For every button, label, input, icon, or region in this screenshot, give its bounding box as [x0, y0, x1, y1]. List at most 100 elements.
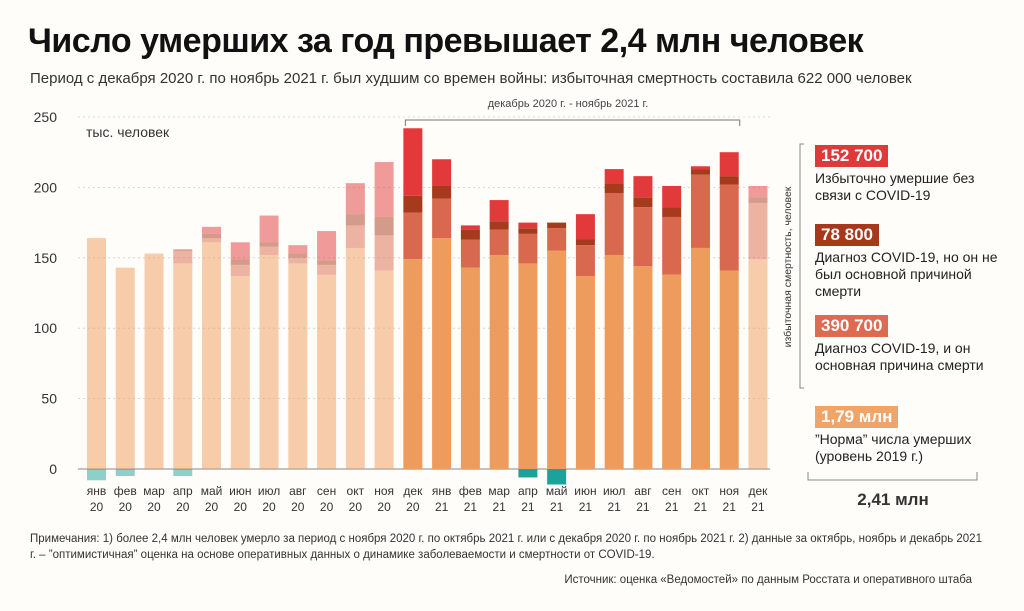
bar-covid-main	[374, 235, 394, 271]
x-tick-label: 20	[262, 500, 276, 514]
bar-negative	[115, 469, 135, 477]
x-tick-label: авг	[634, 484, 652, 498]
x-tick-label: мар	[488, 484, 510, 498]
x-tick-label: сен	[662, 484, 681, 498]
bar-norm	[259, 254, 279, 469]
bar-norm	[547, 250, 567, 469]
x-tick-label: авг	[289, 484, 307, 498]
bar-covid-not_main	[317, 260, 337, 265]
bar-covid-not_main	[690, 169, 710, 175]
bar-norm	[719, 270, 739, 469]
bar-norm	[604, 254, 624, 469]
bar-covid-main	[575, 245, 595, 277]
x-tick-label: 20	[176, 500, 190, 514]
x-tick-label: 21	[550, 500, 564, 514]
notes: Примечания: 1) более 2,4 млн человек уме…	[30, 533, 982, 561]
bar-excess-other	[748, 185, 768, 198]
bar-negative	[87, 469, 106, 481]
bar-norm	[403, 259, 423, 469]
bar-covid-main	[288, 257, 308, 264]
legend-item-covid-not-main: 78 800 Диагноз COVID-19, но он не был ос…	[815, 224, 1005, 300]
x-tick-label: 21	[751, 500, 765, 514]
bar-covid-not_main	[719, 176, 739, 185]
bar-excess-other	[345, 183, 365, 215]
bar-covid-main	[489, 229, 509, 255]
bar-excess-other	[432, 159, 452, 186]
bar-norm	[87, 238, 106, 469]
bar-negative	[547, 469, 567, 485]
bar-excess-other	[518, 222, 538, 229]
x-tick-label: 21	[723, 500, 737, 514]
x-tick-label: 20	[320, 500, 334, 514]
legend-desc: ”Норма” числа умерших (уровень 2019 г.)	[815, 431, 972, 464]
x-tick-label: июл	[603, 484, 625, 498]
x-tick-label: июл	[258, 484, 280, 498]
bar-excess-other	[202, 226, 222, 234]
bar-covid-main	[547, 228, 567, 251]
x-tick-label: янв	[432, 484, 452, 498]
bar-covid-not_main	[547, 222, 567, 229]
x-tick-label: мар	[143, 484, 165, 498]
legend-item-covid-main: 390 700 Диагноз COVID-19, и он основная …	[815, 315, 1005, 374]
x-tick-label: 20	[147, 500, 161, 514]
period-bracket	[404, 119, 741, 126]
bar-negative	[518, 469, 538, 478]
legend-bracket	[799, 143, 804, 389]
x-tick-label: май	[546, 484, 568, 498]
legend-desc: Диагноз COVID-19, но он не был основной …	[815, 249, 998, 299]
bar-norm	[288, 263, 308, 469]
bar-covid-not_main	[575, 239, 595, 246]
unit-label: тыс. человек	[86, 124, 170, 140]
bar-excess-other	[403, 128, 423, 196]
x-tick-label: июн	[574, 484, 596, 498]
x-tick-label: 21	[665, 500, 679, 514]
x-tick-label: 21	[521, 500, 535, 514]
bar-covid-main	[173, 250, 193, 264]
bar-covid-not_main	[604, 183, 624, 194]
y-tick-label: 0	[49, 461, 57, 477]
bar-norm	[230, 276, 250, 469]
bar-excess-other	[317, 231, 337, 261]
total-bracket	[807, 472, 978, 481]
bar-excess-other	[690, 166, 710, 170]
bar-covid-not_main	[518, 228, 538, 234]
legend-value: 1,79 млн	[815, 406, 899, 428]
bar-negative	[173, 469, 193, 477]
bar-covid-main	[259, 246, 279, 255]
x-tick-label: 21	[492, 500, 506, 514]
bar-norm	[575, 276, 595, 469]
legend-value: 152 700	[815, 145, 889, 167]
x-tick-label: 20	[349, 500, 363, 514]
bar-norm	[633, 266, 653, 469]
bar-covid-not_main	[202, 233, 222, 239]
y-tick-label: 150	[34, 250, 58, 266]
x-tick-label: 20	[205, 500, 219, 514]
bar-norm	[518, 263, 538, 469]
y-tick-label: 100	[34, 320, 58, 336]
bar-covid-not_main	[288, 253, 308, 258]
x-tick-label: июн	[229, 484, 251, 498]
legend-desc: Диагноз COVID-19, и он основная причина …	[815, 340, 984, 373]
bar-norm	[432, 238, 452, 469]
bar-norm	[690, 247, 710, 469]
x-tick-label: окт	[347, 484, 365, 498]
bar-covid-not_main	[374, 216, 394, 236]
bar-excess-other	[230, 242, 250, 260]
bar-norm	[317, 274, 337, 469]
source: Источник: оценка «Ведомостей» по данным …	[564, 574, 972, 586]
bar-covid-not_main	[173, 249, 193, 251]
bar-norm	[173, 263, 193, 469]
x-tick-label: 20	[377, 500, 391, 514]
bar-covid-main	[317, 264, 337, 275]
bar-covid-main	[690, 174, 710, 248]
x-tick-label: 21	[608, 500, 622, 514]
bar-covid-not_main	[230, 259, 250, 265]
bar-excess-other	[719, 152, 739, 177]
bar-excess-other	[374, 162, 394, 217]
bar-norm	[115, 267, 135, 469]
bar-norm	[748, 259, 768, 469]
x-tick-label: 21	[694, 500, 708, 514]
x-tick-label: ноя	[374, 484, 394, 498]
x-tick-label: дек	[403, 484, 423, 498]
bar-excess-other	[575, 214, 595, 240]
